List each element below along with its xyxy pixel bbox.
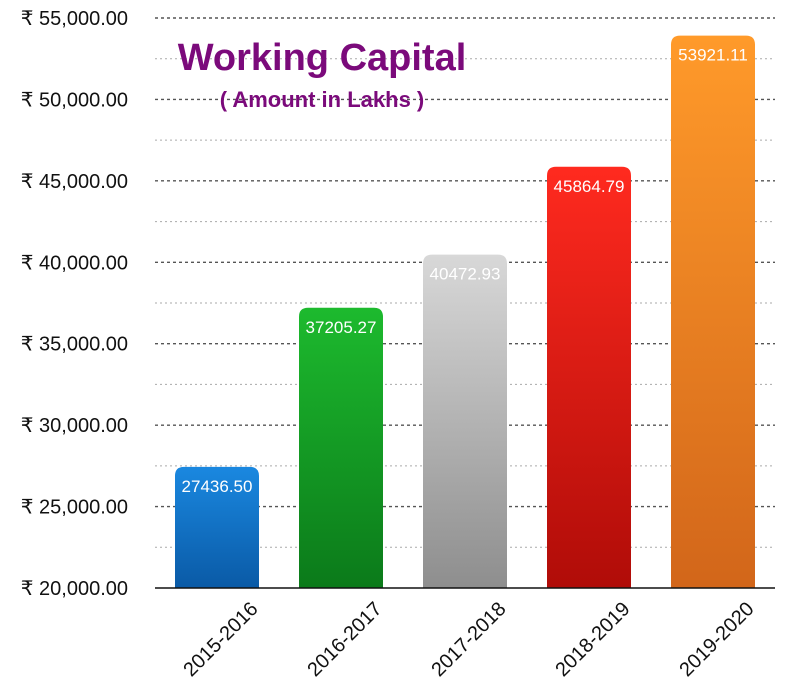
- bar-2016-2017: [299, 307, 383, 588]
- bars: 27436.50 37205.27 40472.93 45864.79 53921.11: [175, 35, 755, 588]
- data-label: 40472.93: [430, 265, 501, 284]
- y-axis-labels: ₹ 20,000.00 ₹ 25,000.00 ₹ 30,000.00 ₹ 35,00…: [21, 8, 128, 600]
- y-tick-label: ₹ 50,000.00: [21, 89, 128, 111]
- x-tick-label: 2018-2019: [551, 598, 634, 681]
- x-axis-labels: 2015-2016 2016-2017 2017-2018 2018-2019 2019…: [179, 598, 758, 681]
- bar-2015-2016: [175, 466, 259, 588]
- y-tick-label: ₹ 20,000.00: [21, 578, 128, 600]
- y-tick-label: ₹ 35,000.00: [21, 334, 128, 356]
- x-tick-label: 2017-2018: [427, 598, 510, 681]
- y-tick-label: ₹ 25,000.00: [21, 497, 128, 519]
- bar-2017-2018: [423, 254, 507, 588]
- y-tick-label: ₹ 40,000.00: [21, 252, 128, 274]
- y-tick-label: ₹ 45,000.00: [21, 171, 128, 193]
- data-label: 27436.50: [182, 477, 253, 496]
- x-tick-label: 2015-2016: [179, 598, 262, 681]
- chart-title: Working Capital: [178, 37, 467, 79]
- data-label: 37205.27: [306, 318, 377, 337]
- x-tick-label: 2016-2017: [303, 598, 386, 681]
- y-tick-label: ₹ 55,000.00: [21, 8, 128, 30]
- data-label: 45864.79: [554, 177, 625, 196]
- bar-2019-2020: [671, 35, 755, 588]
- y-tick-label: ₹ 30,000.00: [21, 415, 128, 437]
- x-tick-label: 2019-2020: [675, 598, 758, 681]
- bar-2018-2019: [547, 166, 631, 588]
- data-label: 53921.11: [678, 46, 748, 65]
- chart-subtitle: ( Amount in Lakhs ): [220, 87, 425, 112]
